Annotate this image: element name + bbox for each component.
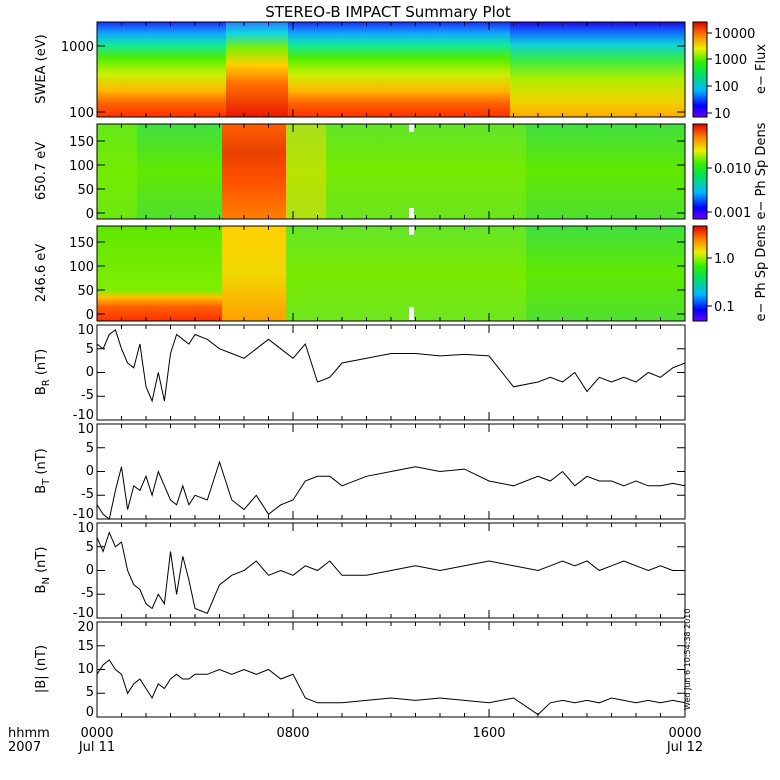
bt-ytick-label: 5 xyxy=(86,441,94,456)
br-yticks xyxy=(97,324,685,421)
bn-ytick-label: -5 xyxy=(81,586,94,601)
pad650-spectrogram-base xyxy=(97,124,685,219)
bn-ytick-label: -10 xyxy=(73,606,94,621)
pad650-colorbar-tick: 0.010 xyxy=(714,162,751,177)
swea-panel: 1000 100 SWEA (eV) 10000 1000 100 10 e− … xyxy=(34,21,769,122)
pad246-ytick-label: 150 xyxy=(69,236,94,251)
pad246-spectrogram-hot xyxy=(222,226,286,321)
pad650-spectrogram-mid xyxy=(326,124,526,219)
bn-panel: 10 5 0 -5 -10 BN (nT) xyxy=(34,521,686,621)
bt-series-line xyxy=(96,460,686,520)
swea-colorbar-tick: 10 xyxy=(714,107,731,122)
br-ytick-label: 5 xyxy=(86,342,94,357)
swea-ytick-label: 100 xyxy=(69,106,94,121)
pad650-ylabel: 650.7 eV xyxy=(34,142,49,200)
plot-title: STEREO-B IMPACT Summary Plot xyxy=(265,3,511,21)
bn-ytick-label: 0 xyxy=(86,563,94,578)
bt-ytick-label: 0 xyxy=(86,464,94,479)
swea-colorbar-tick: 1000 xyxy=(714,53,747,68)
pad650-spectrogram-hot xyxy=(222,124,286,219)
bmag-ytick-label: 15 xyxy=(77,639,94,654)
bt-panel: 10 5 0 -5 -10 BT (nT) xyxy=(34,422,686,522)
x-tick-label: 1600 xyxy=(472,726,505,741)
bn-ytick-label: 10 xyxy=(77,521,94,536)
br-ytick-label: -5 xyxy=(81,388,94,403)
br-ytick-label: -10 xyxy=(73,408,94,423)
pad650-ytick-label: 50 xyxy=(77,183,94,198)
pad650-colorbar-tick: 0.001 xyxy=(714,206,751,221)
swea-yticks xyxy=(97,45,685,113)
swea-ylabel: SWEA (eV) xyxy=(34,34,49,103)
bn-ytick-label: 5 xyxy=(86,540,94,555)
br-ytick-label: 0 xyxy=(86,365,94,380)
pad246-spectrogram-mid xyxy=(286,226,526,321)
x-tick-label: 0800 xyxy=(276,726,309,741)
bt-yticks xyxy=(97,423,685,520)
bn-ylabel: BN (nT) xyxy=(34,547,52,594)
pad246-ytick-label: 100 xyxy=(69,260,94,275)
pad246-yticks xyxy=(97,241,685,315)
bmag-panel: 20 15 10 5 0 |B| (nT) Wed Jun 6 10:54:38… xyxy=(34,609,692,721)
bmag-ytick-label: 5 xyxy=(86,685,94,700)
bmag-ytick-label: 20 xyxy=(77,620,94,635)
pad246-ytick-label: 0 xyxy=(86,308,94,323)
swea-spectrogram-late xyxy=(510,22,685,117)
pad650-spectrogram-edge xyxy=(286,124,326,219)
pad246-panel: 0 50 100 150 246.6 eV 1.0 0.1 e− Ph Sp D… xyxy=(34,224,769,323)
pad650-ytick-label: 150 xyxy=(69,135,94,150)
x-tick-sublabel: Jul 11 xyxy=(78,740,115,755)
pad650-spectrogram-yellow xyxy=(97,124,137,219)
pad246-colorbar-tick: 0.1 xyxy=(714,300,735,315)
bt-ytick-label: 10 xyxy=(77,422,94,437)
swea-ytick-label: 1000 xyxy=(61,40,94,55)
pad650-data-gap xyxy=(409,208,414,218)
swea-colorbar xyxy=(692,21,708,118)
pad246-colorbar-label: e− Ph Sp Dens xyxy=(754,224,769,321)
pad246-colorbar-tick: 1.0 xyxy=(714,252,735,267)
bn-series-line xyxy=(96,531,685,614)
swea-spectrogram-hot xyxy=(226,22,288,117)
br-frame xyxy=(96,324,686,421)
bt-ytick-label: -5 xyxy=(81,487,94,502)
footer-hhmm: hhmm xyxy=(8,726,50,741)
timestamp: Wed Jun 6 10:54:38 2010 xyxy=(683,609,692,711)
pad246-data-gap xyxy=(409,226,414,235)
pad246-ytick-label: 50 xyxy=(77,284,94,299)
bt-ytick-label: -10 xyxy=(73,507,94,522)
pad650-data-gap xyxy=(409,124,414,132)
pad650-ytick-label: 100 xyxy=(69,159,94,174)
pad650-yticks xyxy=(97,140,685,214)
pad246-spectrogram-early xyxy=(97,226,222,321)
br-ylabel: BR (nT) xyxy=(34,349,52,395)
pad650-colorbar-label: e− Ph Sp Dens xyxy=(754,122,769,219)
footer-year: 2007 xyxy=(8,740,41,755)
x-tick-label: 0000 xyxy=(80,726,113,741)
bmag-ylabel: |B| (nT) xyxy=(34,645,49,693)
bmag-yticks xyxy=(97,621,685,718)
pad650-colorbar xyxy=(692,123,708,220)
pad246-data-gap xyxy=(409,307,414,320)
br-panel: 10 5 0 -5 -10 BR (nT) xyxy=(34,323,686,423)
pad246-ylabel: 246.6 eV xyxy=(34,244,49,302)
x-axis-ticks xyxy=(96,22,686,717)
br-series-line xyxy=(96,328,686,403)
pad650-ytick-label: 0 xyxy=(86,207,94,222)
x-tick-label: 0000 xyxy=(668,726,701,741)
swea-colorbar-label: e− Flux xyxy=(754,44,769,94)
bmag-ytick-label: 0 xyxy=(86,705,94,720)
bmag-ytick-label: 10 xyxy=(77,662,94,677)
bmag-series-line xyxy=(96,659,686,716)
swea-colorbar-tick: 10000 xyxy=(714,27,755,42)
pad246-colorbar xyxy=(692,225,708,322)
pad650-panel: 0 50 100 150 650.7 eV 0.010 0.001 e− Ph … xyxy=(34,122,769,222)
br-ytick-label: 10 xyxy=(77,323,94,338)
bt-ylabel: BT (nT) xyxy=(34,448,52,494)
x-tick-sublabel: Jul 12 xyxy=(666,740,703,755)
swea-colorbar-tick: 100 xyxy=(714,80,739,95)
